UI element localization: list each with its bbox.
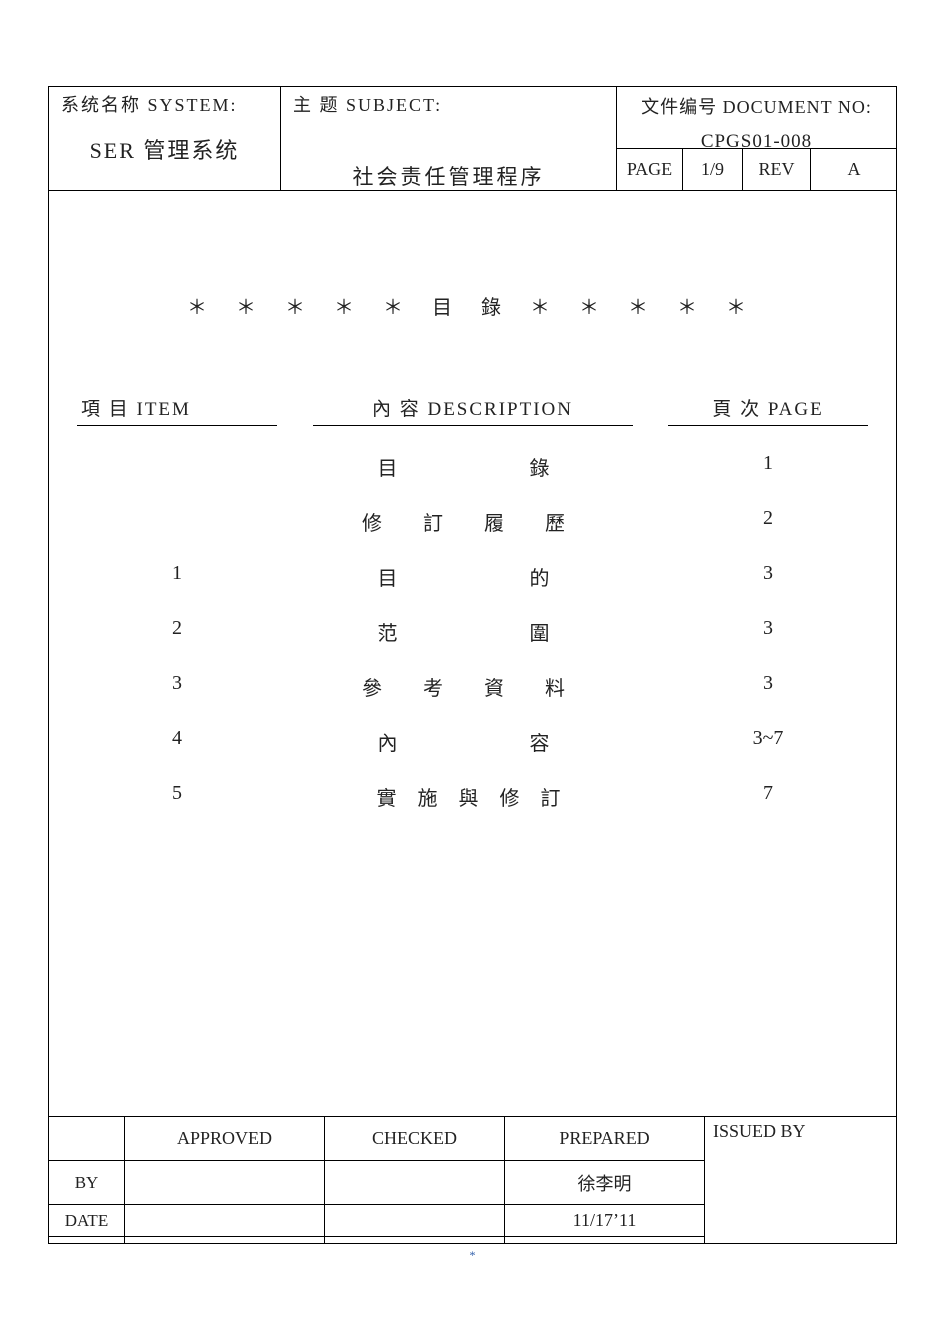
docno-cell: 文件编号 DOCUMENT NO: CPGS01-008: [617, 87, 897, 149]
page-footnote: *: [0, 1248, 945, 1263]
system-cell: 系统名称 SYSTEM: SER 管理系统: [49, 87, 281, 191]
subject-title: 社会责任管理程序: [287, 161, 610, 191]
toc-row: 修 訂 履 歷 2: [77, 507, 868, 536]
system-name: SER 管理系统: [55, 133, 274, 165]
page-label: PAGE: [617, 149, 683, 190]
sig-corner: [49, 1117, 125, 1161]
sig-strip-2: [125, 1237, 325, 1243]
toc-row-page: 3~7: [668, 727, 868, 756]
toc-row-desc: 目 錄: [313, 452, 633, 481]
toc-row: 3 參 考 資 料 3: [77, 672, 868, 701]
issued-by-cell: ISSUED BY: [705, 1117, 897, 1243]
toc-row-page: 1: [668, 452, 868, 481]
rev-label: REV: [743, 149, 811, 190]
sig-strip-4: [505, 1237, 705, 1243]
toc-row-page: 3: [668, 562, 868, 591]
toc-rows: 目 錄 1 修 訂 履 歷 2 1 目 的 3 2 范 圍 3 3 參 考 資 料 3 4 內 容 3~7 5 實…: [77, 452, 868, 811]
approved-date: [125, 1205, 325, 1237]
toc-row-item: 4: [77, 727, 277, 756]
toc-row-item: 3: [77, 672, 277, 701]
col-approved: APPROVED: [125, 1117, 325, 1161]
toc-column-headers: 項 目 ITEM 內 容 DESCRIPTION 頁 次 PAGE: [77, 394, 868, 426]
toc-row-item: [77, 507, 277, 536]
document-header: 系统名称 SYSTEM: SER 管理系统 主 题 SUBJECT: 社会责任管…: [49, 87, 896, 191]
toc-row-desc: 參 考 資 料: [313, 672, 633, 701]
col-checked: CHECKED: [325, 1117, 505, 1161]
approved-by: [125, 1161, 325, 1205]
toc-row: 5 實 施 與 修 訂 7: [77, 782, 868, 811]
checked-by: [325, 1161, 505, 1205]
row-by-label: BY: [49, 1161, 125, 1205]
checked-date: [325, 1205, 505, 1237]
docno-label: 文件编号 DOCUMENT NO:: [623, 93, 890, 119]
toc-title: ＊ ＊ ＊ ＊ ＊ 目 錄 ＊ ＊ ＊ ＊ ＊: [77, 291, 868, 320]
subject-label: 主 题 SUBJECT:: [287, 91, 610, 117]
sig-strip-3: [325, 1237, 505, 1243]
toc-row-page: 7: [668, 782, 868, 811]
toc-row: 1 目 的 3: [77, 562, 868, 591]
toc-row-desc: 內 容: [313, 727, 633, 756]
subject-cell: 主 题 SUBJECT: 社会责任管理程序: [281, 87, 617, 191]
rev-value: A: [811, 149, 897, 190]
toc-row: 2 范 圍 3: [77, 617, 868, 646]
row-date-label: DATE: [49, 1205, 125, 1237]
toc-row-desc: 修 訂 履 歷: [313, 507, 633, 536]
toc-row-item: [77, 452, 277, 481]
document-frame: 系统名称 SYSTEM: SER 管理系统 主 题 SUBJECT: 社会责任管…: [48, 86, 897, 1244]
col-issued: ISSUED BY: [713, 1121, 806, 1142]
toc-row-page: 3: [668, 672, 868, 701]
system-label: 系统名称 SYSTEM:: [55, 91, 274, 117]
sig-strip-1: [49, 1237, 125, 1243]
toc-row-desc: 目 的: [313, 562, 633, 591]
toc-row-item: 5: [77, 782, 277, 811]
toc-col-desc: 內 容 DESCRIPTION: [313, 394, 633, 426]
page-value: 1/9: [683, 149, 743, 190]
toc-row-desc: 實 施 與 修 訂: [313, 782, 633, 811]
prepared-by: 徐李明: [505, 1161, 705, 1205]
toc-row-page: 3: [668, 617, 868, 646]
toc-row-desc: 范 圍: [313, 617, 633, 646]
toc-row: 目 錄 1: [77, 452, 868, 481]
toc-row: 4 內 容 3~7: [77, 727, 868, 756]
document-body: ＊ ＊ ＊ ＊ ＊ 目 錄 ＊ ＊ ＊ ＊ ＊ 項 目 ITEM 內 容 DES…: [49, 191, 896, 1117]
col-prepared: PREPARED: [505, 1117, 705, 1161]
toc-row-page: 2: [668, 507, 868, 536]
page-rev-row: PAGE 1/9 REV A: [617, 149, 897, 191]
signature-block: APPROVED CHECKED PREPARED ISSUED BY BY 徐…: [49, 1117, 896, 1243]
toc-row-item: 2: [77, 617, 277, 646]
docno-value: CPGS01-008: [623, 131, 890, 153]
prepared-date: 11/17’11: [505, 1205, 705, 1237]
toc-row-item: 1: [77, 562, 277, 591]
toc-col-page: 頁 次 PAGE: [668, 394, 868, 426]
toc-col-item: 項 目 ITEM: [77, 394, 277, 426]
